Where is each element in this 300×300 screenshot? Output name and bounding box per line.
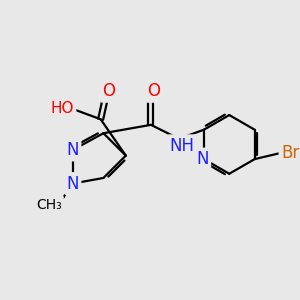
Text: O: O [103, 82, 116, 100]
Text: CH₃: CH₃ [36, 197, 62, 212]
Text: O: O [147, 82, 160, 100]
Text: N: N [196, 150, 209, 168]
Text: N: N [66, 141, 79, 159]
Text: N: N [66, 175, 79, 193]
Text: Br: Br [281, 145, 299, 163]
Text: NH: NH [169, 137, 194, 155]
Text: HO: HO [51, 100, 74, 116]
